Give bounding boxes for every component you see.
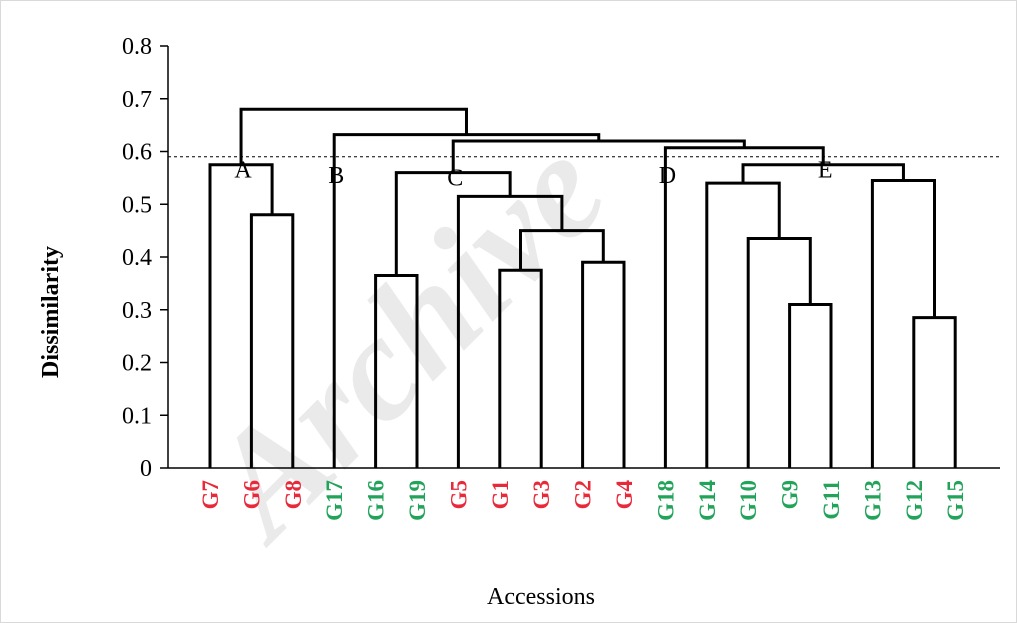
dendrogram-link (239, 107, 468, 165)
leaf-label: G2 (571, 480, 596, 509)
leaf-label: G19 (405, 480, 430, 521)
dendrogram-link (870, 179, 936, 468)
dendrogram-link (741, 163, 905, 184)
leaf-label: G7 (198, 480, 223, 509)
dendrogram-link (208, 163, 274, 468)
leaf-label: G17 (322, 480, 347, 521)
dendrogram-link (581, 260, 626, 468)
dendrogram-link (746, 237, 812, 468)
cluster-label: E (818, 158, 833, 184)
cluster-label: A (234, 158, 252, 184)
dendrogram-link (498, 268, 543, 468)
y-tick-label: 0.4 (122, 245, 152, 271)
y-tick-label: 0.8 (122, 34, 152, 60)
dendrogram-link (912, 316, 957, 468)
dendrogram-link (705, 181, 781, 468)
x-axis-title: Accessions (487, 584, 595, 610)
leaf-label: G12 (902, 480, 927, 521)
leaf-label: G14 (695, 480, 720, 521)
leaf-label: G3 (529, 480, 554, 509)
leaf-label: G15 (943, 480, 968, 521)
leaf-label: G9 (778, 480, 803, 509)
y-tick-label: 0.7 (122, 87, 152, 113)
leaf-label: G4 (612, 480, 637, 510)
dendrogram-link (788, 302, 833, 468)
y-tick-label: 0.3 (122, 298, 152, 324)
y-tick-label: 0 (140, 456, 152, 482)
leaf-label: G8 (281, 480, 306, 509)
cluster-label: C (447, 166, 463, 192)
y-tick-label: 0.2 (122, 351, 152, 377)
y-tick-label: 0.6 (122, 140, 152, 166)
leaf-label: G6 (239, 480, 264, 509)
y-tick-label: 0.5 (122, 192, 152, 218)
leaf-label: G10 (736, 480, 761, 521)
leaf-label: G18 (653, 480, 678, 521)
cluster-label: D (659, 163, 676, 189)
leaf-label: G16 (364, 480, 389, 521)
leaf-label: G13 (860, 480, 885, 521)
leaf-label: G1 (488, 480, 513, 509)
leaf-label: G11 (819, 480, 844, 520)
y-tick-label: 0.1 (122, 403, 152, 429)
cluster-label: B (328, 163, 344, 189)
dendrogram-link (663, 146, 825, 468)
leaf-label: G5 (446, 480, 471, 509)
y-axis-title: Dissimilarity (38, 246, 64, 378)
